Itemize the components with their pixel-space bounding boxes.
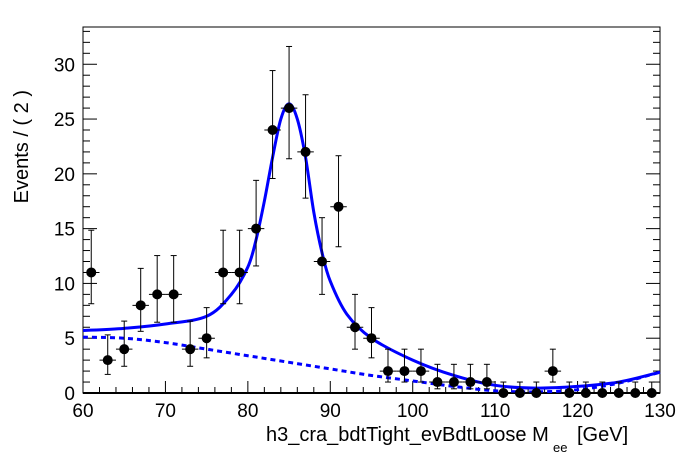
data-point [83, 229, 100, 305]
data-point [198, 307, 215, 359]
data-point [379, 348, 397, 383]
data-marker [135, 300, 146, 311]
data-point [247, 179, 265, 267]
data-point [396, 348, 413, 383]
data-point [132, 267, 149, 332]
data-marker [102, 355, 113, 366]
data-marker [613, 388, 624, 398]
data-marker [448, 377, 459, 388]
data-marker [564, 388, 575, 398]
y-tick-label: 10 [54, 274, 75, 295]
y-tick-label: 20 [54, 165, 75, 186]
data-marker [218, 267, 229, 278]
data-point [577, 381, 595, 398]
data-marker [251, 223, 262, 234]
data-marker [152, 289, 163, 300]
data-marker [531, 388, 542, 398]
data-point [330, 155, 347, 248]
data-point [462, 363, 479, 390]
data-point [610, 381, 628, 398]
data-point [280, 45, 298, 160]
data-point [561, 381, 578, 398]
data-point [363, 307, 380, 359]
data-marker [432, 377, 443, 388]
data-point [478, 363, 496, 390]
x-tick-label: 100 [397, 401, 429, 422]
data-marker [646, 388, 657, 398]
data-marker [267, 125, 278, 136]
data-point [511, 381, 529, 398]
x-axis-label-subscript: ee [553, 440, 567, 455]
data-marker [119, 344, 130, 355]
data-point [148, 255, 166, 323]
data-point [528, 381, 545, 398]
x-tick-label: 80 [237, 401, 258, 422]
data-marker [317, 256, 328, 267]
data-point [627, 381, 644, 398]
data-point [429, 363, 446, 390]
x-axis-label-unit: [GeV] [577, 424, 628, 446]
data-point [495, 381, 512, 398]
data-marker [366, 333, 377, 344]
y-tick-label: 30 [54, 55, 75, 76]
data-marker [630, 388, 641, 398]
data-point [99, 334, 116, 375]
data-point [297, 94, 314, 199]
data-point [445, 363, 463, 390]
data-point [115, 320, 133, 367]
data-point [346, 293, 364, 350]
x-tick-label: 70 [155, 401, 176, 422]
y-tick-label: 15 [54, 220, 75, 241]
data-point [643, 381, 660, 398]
data-point [165, 255, 182, 323]
data-marker [284, 103, 295, 114]
data-marker [86, 267, 97, 278]
y-axis-label: Events / ( 2 ) [11, 90, 33, 203]
data-point [214, 229, 232, 305]
data-marker [481, 377, 492, 388]
data-marker [168, 289, 179, 300]
x-tick-label: 60 [72, 401, 93, 422]
x-axis-label: h3_cra_bdtTight_evBdtLoose M [266, 424, 549, 446]
data-marker [382, 366, 393, 377]
y-tick-label: 5 [64, 329, 75, 350]
data-marker [399, 366, 410, 377]
data-point [544, 348, 562, 383]
x-tick-label: 130 [644, 401, 676, 422]
data-marker [201, 333, 212, 344]
data-marker [514, 388, 525, 398]
data-point [594, 381, 611, 398]
data-marker [333, 201, 344, 212]
y-tick-label: 25 [54, 110, 75, 131]
data-marker [465, 377, 476, 388]
data-marker [300, 146, 311, 157]
data-marker [498, 388, 509, 398]
data-point [264, 70, 281, 179]
data-marker [185, 344, 196, 355]
data-marker [234, 267, 245, 278]
y-tick-label: 0 [64, 384, 75, 405]
x-tick-label: 110 [480, 401, 510, 422]
data-marker [415, 366, 426, 377]
data-marker [350, 322, 361, 333]
x-tick-label: 120 [562, 401, 594, 422]
x-tick-label: 90 [320, 401, 341, 422]
data-point [181, 320, 199, 367]
data-point [313, 217, 331, 295]
data-point [412, 348, 430, 383]
data-point [231, 229, 248, 305]
data-marker [597, 388, 608, 398]
data-marker [547, 366, 558, 377]
data-marker [580, 388, 591, 398]
